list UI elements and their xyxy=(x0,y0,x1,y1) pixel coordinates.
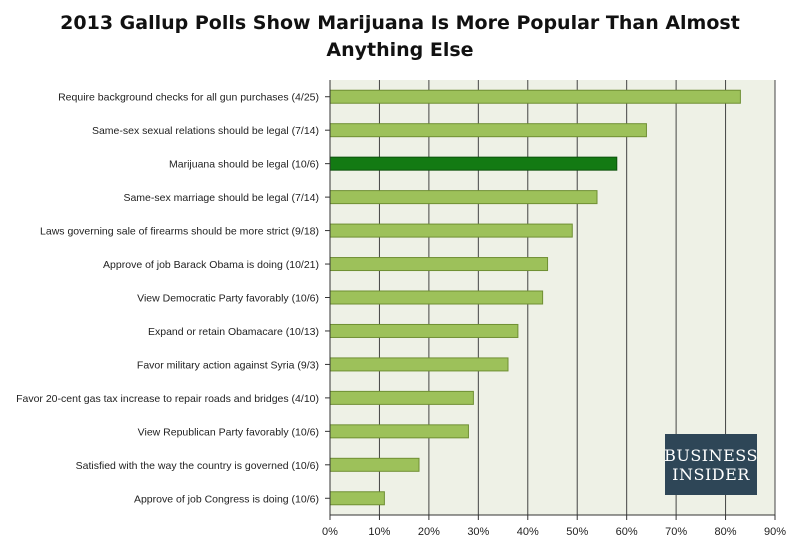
x-tick-label: 40% xyxy=(517,526,539,538)
bar xyxy=(329,190,598,205)
category-label: Satisfied with the way the country is go… xyxy=(76,460,319,472)
x-tick-label: 50% xyxy=(566,526,588,538)
category-label: Approve of job Congress is doing (10/6) xyxy=(134,493,319,505)
x-tick-label: 70% xyxy=(665,526,687,538)
x-tick-label: 20% xyxy=(418,526,440,538)
category-label: Same-sex marriage should be legal (7/14) xyxy=(123,192,319,204)
x-tick-label: 10% xyxy=(368,526,390,538)
bar xyxy=(329,323,519,338)
bar xyxy=(329,223,573,238)
chart-title-line-1: 2013 Gallup Polls Show Marijuana Is More… xyxy=(60,12,740,34)
bar xyxy=(329,424,469,439)
category-label: Laws governing sale of firearms should b… xyxy=(40,226,319,238)
business-insider-logo: BUSINESS INSIDER xyxy=(664,434,758,495)
category-label: View Republican Party favorably (10/6) xyxy=(138,426,319,438)
chart-title-line-2: Anything Else xyxy=(326,39,474,61)
category-label: Same-sex sexual relations should be lega… xyxy=(92,125,319,137)
category-label: Approve of job Barack Obama is doing (10… xyxy=(103,259,319,271)
category-label: Require background checks for all gun pu… xyxy=(58,92,319,104)
x-tick-label: 30% xyxy=(467,526,489,538)
x-tick-label: 80% xyxy=(715,526,737,538)
bar xyxy=(329,357,509,372)
bar xyxy=(329,457,420,472)
logo-line-1: BUSINESS xyxy=(664,445,758,465)
bar xyxy=(329,123,647,138)
category-label: Marijuana should be legal (10/6) xyxy=(169,159,319,171)
category-label: Favor 20-cent gas tax increase to repair… xyxy=(16,393,319,405)
category-label: Favor military action against Syria (9/3… xyxy=(137,359,319,371)
x-tick-label: 90% xyxy=(764,526,786,538)
bar xyxy=(329,257,549,272)
chart-title: 2013 Gallup Polls Show Marijuana Is More… xyxy=(0,10,800,64)
bar xyxy=(329,290,544,305)
logo-line-2: INSIDER xyxy=(672,464,750,484)
bar xyxy=(329,156,618,171)
category-label: View Democratic Party favorably (10/6) xyxy=(137,293,319,305)
bar xyxy=(329,390,474,405)
category-label: Expand or retain Obamacare (10/13) xyxy=(148,326,319,338)
x-tick-label: 0% xyxy=(322,526,338,538)
bar xyxy=(329,89,741,104)
x-tick-label: 60% xyxy=(616,526,638,538)
bar xyxy=(329,491,385,506)
